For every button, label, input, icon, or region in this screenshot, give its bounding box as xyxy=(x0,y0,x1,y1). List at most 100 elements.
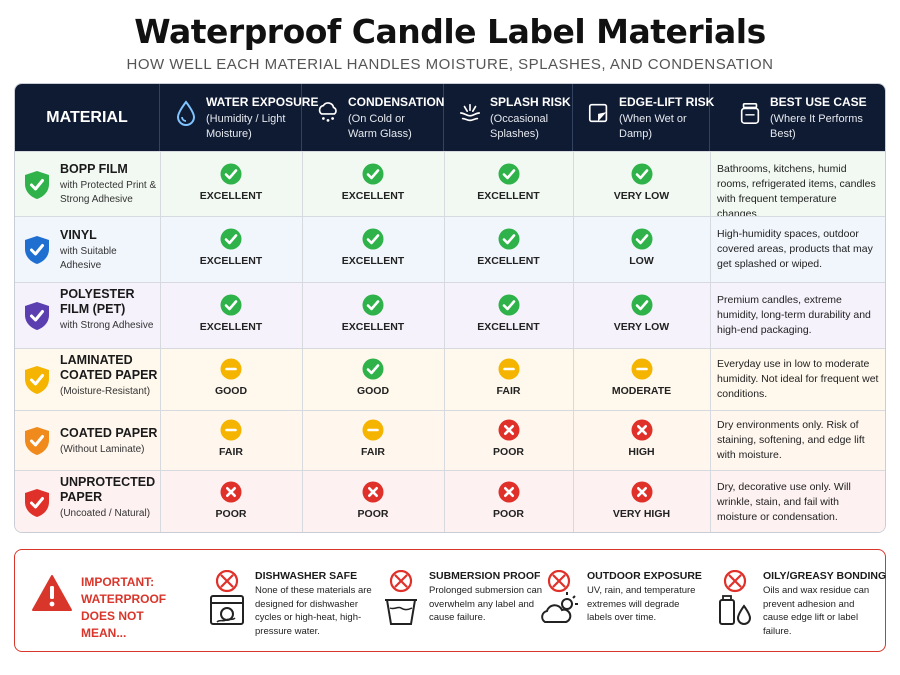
column-divider xyxy=(710,217,711,282)
column-divider xyxy=(160,152,161,216)
material-subtitle: with Suitable Adhesive xyxy=(60,245,117,271)
table-row: BOPP FILM with Protected Print & Strong A… xyxy=(15,151,885,220)
shield-icon xyxy=(25,170,49,199)
warning-item-title: SUBMERSION PROOF xyxy=(429,570,541,582)
rating-cell: POOR xyxy=(444,411,573,470)
column-divider xyxy=(573,349,574,410)
shield-icon xyxy=(25,236,49,264)
rating-label: EXCELLENT xyxy=(199,189,263,202)
minus-circle-icon xyxy=(220,358,242,380)
dishwasher-icon xyxy=(210,570,244,625)
column-divider xyxy=(160,217,161,282)
column-divider xyxy=(302,349,303,410)
check-circle-icon xyxy=(220,163,242,184)
column-divider xyxy=(160,283,161,348)
table-row: VINYL with Suitable Adhesive EXCELLENT EXCE… xyxy=(15,216,885,282)
check-circle-icon xyxy=(362,358,384,380)
warning-item: SUBMERSION PROOF Prolonged submersion can… xyxy=(381,568,551,648)
page-subtitle: HOW WELL EACH MATERIAL HANDLES MOISTURE,… xyxy=(126,56,774,73)
column-divider xyxy=(573,471,574,532)
rating-label: VERY HIGH xyxy=(612,508,671,520)
rating-label: EXCELLENT xyxy=(199,255,263,267)
column-divider xyxy=(444,217,445,282)
rating-label: VERY LOW xyxy=(613,189,670,202)
table-row: COATED PAPER (Without Laminate) FAIR FAIR PO… xyxy=(15,410,885,470)
rating-label: LOW xyxy=(629,255,654,267)
rating-cell: FAIR xyxy=(160,411,302,470)
rating-label: POOR xyxy=(215,508,247,520)
column-divider xyxy=(160,411,161,470)
material-name: LAMINATED COATED PAPER xyxy=(60,353,158,382)
x-circle-icon xyxy=(498,419,519,441)
rating-label: POOR xyxy=(357,508,389,520)
rating-label: EXCELLENT xyxy=(341,189,405,202)
x-circle-icon xyxy=(631,419,652,441)
material-cell: VINYL with Suitable Adhesive xyxy=(15,217,160,282)
warning-item-desc: None of these materials are designed for… xyxy=(255,585,372,637)
check-circle-icon xyxy=(362,228,384,250)
column-divider xyxy=(444,152,445,216)
column-divider xyxy=(302,217,303,282)
warning-label: IMPORTANT: WATERPROOF DOES NOT MEAN... xyxy=(81,575,167,640)
check-circle-icon xyxy=(631,294,652,316)
warning-item-title: OILY/GREASY BONDING xyxy=(763,570,887,582)
best-use-text: High-humidity spaces, outdoor covered ar… xyxy=(717,228,873,270)
prohibited-icon xyxy=(723,570,747,593)
check-circle-icon xyxy=(220,228,242,250)
splash-icon xyxy=(459,103,481,122)
warning-item-desc: UV, rain, and temperature extremes will … xyxy=(587,585,696,623)
rating-cell: POOR xyxy=(444,471,573,532)
column-divider xyxy=(710,411,711,470)
column-header-splash-risk: SPLASH RISK (Occasional Splashes) xyxy=(444,84,573,151)
rating-cell: EXCELLENT xyxy=(302,283,444,348)
candle-jar-icon xyxy=(740,102,760,124)
minus-circle-icon xyxy=(498,358,519,380)
rating-cell: EXCELLENT xyxy=(444,152,573,216)
column-divider xyxy=(444,283,445,348)
rating-label: EXCELLENT xyxy=(477,321,540,333)
rating-cell: VERY LOW xyxy=(573,283,710,348)
rating-cell: EXCELLENT xyxy=(444,283,573,348)
column-divider xyxy=(573,283,574,348)
column-divider xyxy=(710,349,711,410)
warning-item-title: DISHWASHER SAFE xyxy=(255,570,358,582)
column-divider xyxy=(710,152,711,216)
rating-cell: EXCELLENT xyxy=(444,217,573,282)
column-subtitle: (Where It Performs Best) xyxy=(770,113,863,140)
warning-panel: IMPORTANT: WATERPROOF DOES NOT MEAN... D… xyxy=(14,549,886,652)
rating-label: GOOD xyxy=(356,385,390,397)
check-circle-icon xyxy=(631,228,652,250)
column-header-condensation: CONDENSATION (On Cold or Warm Glass) xyxy=(302,84,444,151)
column-divider xyxy=(573,217,574,282)
x-circle-icon xyxy=(631,481,652,503)
column-divider xyxy=(302,152,303,216)
warning-item-desc: Prolonged submersion can overwhelm any l… xyxy=(429,585,543,623)
peeling-label-icon xyxy=(588,103,608,123)
column-divider xyxy=(160,471,161,532)
rating-label: VERY LOW xyxy=(613,321,670,333)
prohibited-icon xyxy=(215,570,239,593)
column-divider xyxy=(710,283,711,348)
rating-label: GOOD xyxy=(214,385,248,397)
rating-label: HIGH xyxy=(628,446,655,458)
rating-cell: POOR xyxy=(302,471,444,532)
column-divider xyxy=(573,411,574,470)
x-circle-icon xyxy=(220,481,242,503)
rating-cell: GOOD xyxy=(302,349,444,410)
x-circle-icon xyxy=(498,481,519,503)
warning-item: DISHWASHER SAFE None of these materials a… xyxy=(207,568,377,648)
check-circle-icon xyxy=(498,228,519,250)
material-column-header: MATERIAL xyxy=(15,84,160,151)
rating-cell: VERY LOW xyxy=(573,152,710,216)
warning-item-desc: Oils and wax residue can prevent adhesio… xyxy=(763,585,870,637)
rating-cell: EXCELLENT xyxy=(160,217,302,282)
column-divider xyxy=(302,471,303,532)
column-subtitle: (Occasional Splashes) xyxy=(490,113,549,140)
material-cell: BOPP FILM with Protected Print & Strong A… xyxy=(15,152,160,216)
check-circle-icon xyxy=(362,163,384,184)
prohibited-icon xyxy=(389,570,413,593)
water-drop-icon xyxy=(176,100,196,126)
warning-item: OILY/GREASY BONDING Oils and wax residue … xyxy=(715,568,887,648)
check-circle-icon xyxy=(220,294,242,316)
material-cell: POLYESTER FILM (PET) with Strong Adhesive xyxy=(15,283,160,348)
